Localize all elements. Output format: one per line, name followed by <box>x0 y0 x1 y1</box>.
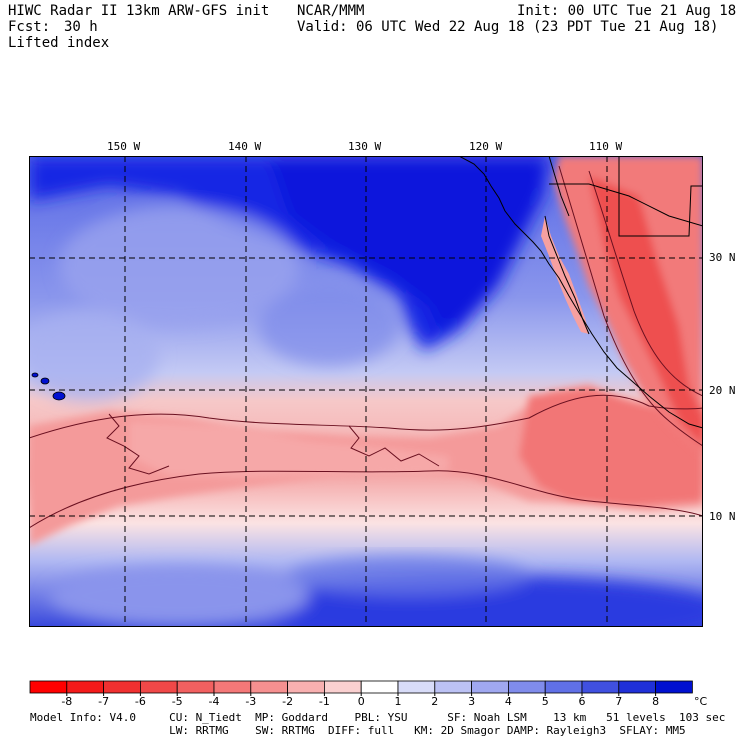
colorbar-swatches <box>29 680 693 694</box>
colorbar-unit: °C <box>694 695 708 708</box>
colorbar-tick-label: -4 <box>209 695 220 708</box>
lat-label-10n: 10 N <box>709 510 736 523</box>
colorbar-swatch <box>323 680 362 694</box>
lifted-index-map <box>29 156 703 627</box>
colorbar-swatch <box>139 680 178 694</box>
colorbar-swatch <box>397 680 436 694</box>
colorbar-swatch <box>434 680 472 694</box>
colorbar-tick-label: 7 <box>615 695 622 708</box>
field-name: Lifted index <box>8 35 110 51</box>
colorbar-tick-label: -6 <box>135 695 146 708</box>
colorbar-swatch <box>471 680 509 694</box>
colorbar-swatch <box>618 680 656 694</box>
colorbar-tick-label: 4 <box>505 695 512 708</box>
colorbar-tick-label: -2 <box>282 695 293 708</box>
colorbar-tick-label: 2 <box>431 695 438 708</box>
colorbar-tick-label: -5 <box>172 695 183 708</box>
lon-label-140w: 140 W <box>228 140 262 153</box>
init-time: Init: 00 UTC Tue 21 Aug 18 <box>517 3 737 19</box>
forecast-label: Fcst: <box>8 19 51 35</box>
colorbar-swatch <box>544 680 583 694</box>
colorbar-tick-label: 6 <box>579 695 586 708</box>
valid-time: Valid: 06 UTC Wed 22 Aug 18 (23 PDT Tue … <box>297 19 719 35</box>
colorbar-tick-label: 0 <box>358 695 365 708</box>
colorbar-swatch <box>176 680 215 694</box>
colorbar-swatch <box>507 680 546 694</box>
lon-label-130w: 130 W <box>348 140 382 153</box>
colorbar-tick-label: 5 <box>542 695 549 708</box>
colorbar-swatch <box>287 680 325 694</box>
colorbar: -8 -7 -6 -5 -4 -3 -2 -1 0 1 2 3 4 5 6 7 8 °C <box>29 680 708 708</box>
colorbar-swatch <box>66 680 105 694</box>
colorbar-swatch <box>213 680 252 694</box>
colorbar-swatch <box>655 680 693 694</box>
colorbar-swatch <box>29 680 68 694</box>
lat-label-20n: 20 N <box>709 384 736 397</box>
lon-label-110w: 110 W <box>589 140 623 153</box>
lon-label-120w: 120 W <box>469 140 503 153</box>
colorbar-swatch <box>581 680 620 694</box>
model-title: HIWC Radar II 13km ARW-GFS init <box>8 3 270 19</box>
colorbar-ticks: -8 -7 -6 -5 -4 -3 -2 -1 0 1 2 3 4 5 6 7 8 <box>61 693 659 708</box>
lon-label-150w: 150 W <box>107 140 141 153</box>
lat-label-30n: 30 N <box>709 251 736 264</box>
colorbar-tick-label: -3 <box>245 695 256 708</box>
colorbar-swatch <box>250 680 289 694</box>
colorbar-tick-label: 8 <box>652 695 659 708</box>
forecast-value: 30 h <box>64 19 98 35</box>
colorbar-tick-label: 3 <box>468 695 475 708</box>
colorbar-tick-label: 1 <box>395 695 402 708</box>
org-label: NCAR/MMM <box>297 3 365 19</box>
model-info-line-2: LW: RRTMG SW: RRTMG DIFF: full KM: 2D Sm… <box>30 724 686 737</box>
colorbar-swatch <box>103 680 141 694</box>
colorbar-tick-label: -1 <box>319 695 330 708</box>
model-info-line-1: Model Info: V4.0 CU: N_Tiedt MP: Goddard… <box>30 711 726 724</box>
colorbar-swatch <box>360 680 399 694</box>
colorbar-tick-label: -7 <box>98 695 109 708</box>
colorbar-tick-label: -8 <box>61 695 72 708</box>
